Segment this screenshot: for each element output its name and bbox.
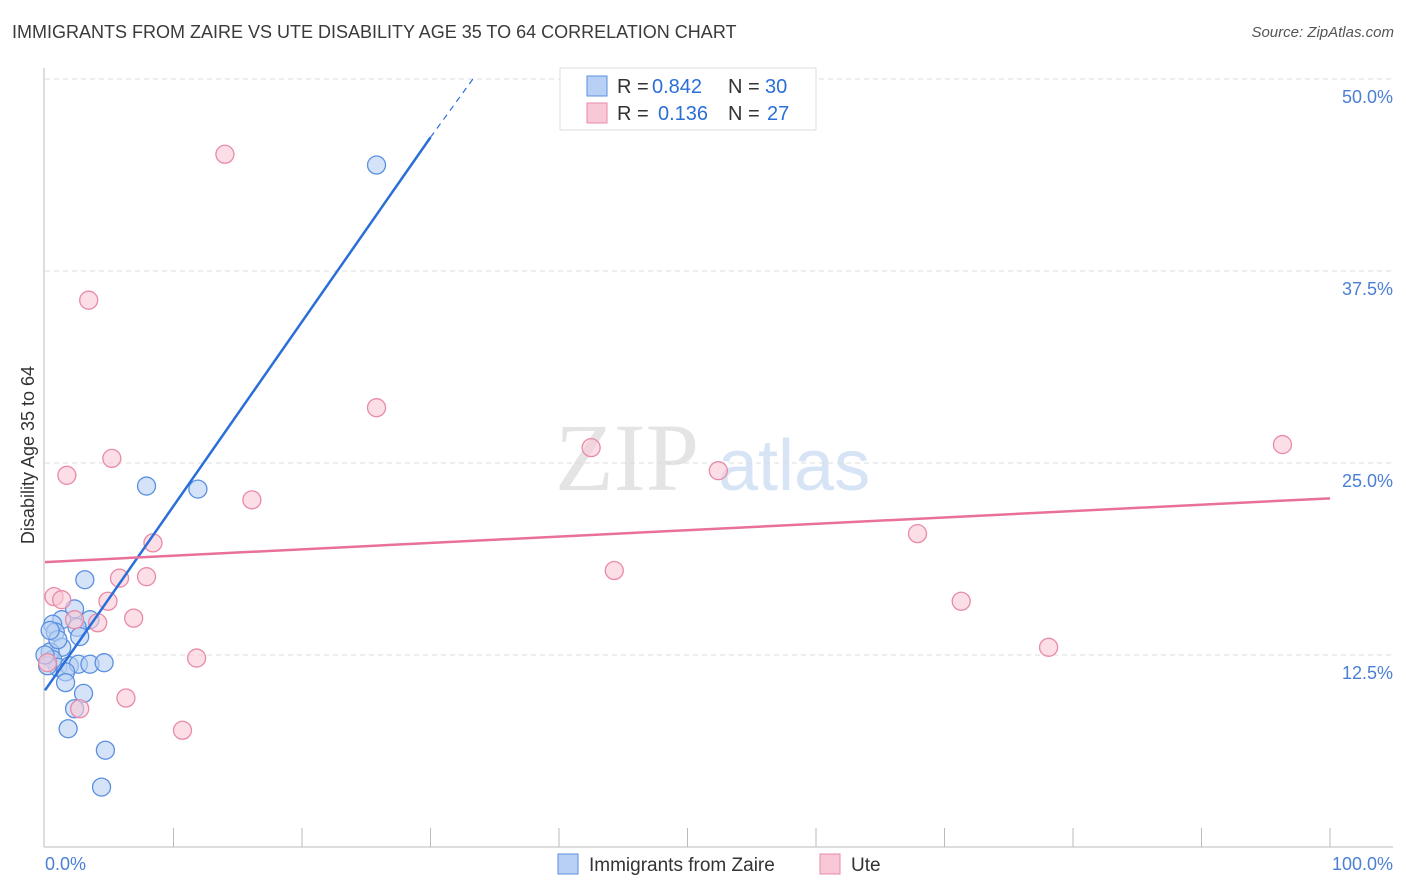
y-tick-label: 12.5% — [1342, 663, 1393, 683]
watermark-atlas: atlas — [718, 426, 870, 506]
n-value: 30 — [765, 76, 787, 98]
ute-point — [1038, 637, 1059, 657]
ute-point — [172, 720, 193, 740]
zaire-point — [136, 476, 157, 496]
r-value: 0.842 — [652, 76, 702, 98]
ute-point — [907, 524, 928, 544]
ute-point — [951, 591, 971, 611]
ute-trend-line — [44, 497, 1331, 564]
zaire-point — [58, 719, 78, 739]
ute-point — [1272, 434, 1293, 455]
ute-point — [124, 608, 144, 628]
bottom-legend-swatch — [819, 853, 841, 875]
ute-point — [136, 567, 157, 587]
x-tick-label: 0.0% — [45, 854, 86, 874]
zaire-trend-extension — [430, 78, 474, 138]
ute-point — [604, 560, 624, 581]
bottom-legend-label: Ute — [851, 855, 881, 876]
y-axis-label: Disability Age 35 to 64 — [18, 366, 38, 544]
y-tick-label: 37.5% — [1342, 279, 1393, 299]
zaire-trend-line — [43, 136, 432, 692]
zaire-point — [94, 653, 114, 673]
ute-point — [64, 610, 85, 630]
source-label: Source: ZipAtlas.com — [1251, 24, 1394, 41]
y-tick-label: 50.0% — [1342, 87, 1393, 107]
ute-point — [242, 490, 262, 510]
bottom-legend-label: Immigrants from Zaire — [589, 855, 775, 876]
ute-point — [215, 144, 235, 164]
n-label: N = — [728, 76, 760, 98]
r-label: R = — [617, 103, 649, 125]
zaire-point — [95, 740, 116, 760]
watermark: ZIP — [555, 404, 699, 511]
bottom-legend-swatch — [557, 853, 579, 875]
ute-point — [102, 448, 122, 469]
ute-point — [581, 437, 601, 458]
zaire-point — [91, 777, 112, 797]
zaire-point — [75, 570, 95, 590]
ute-point — [186, 648, 207, 668]
ute-point — [79, 290, 99, 310]
ute-point — [366, 398, 387, 418]
n-label: N = — [728, 103, 760, 125]
ute-point — [116, 688, 136, 708]
n-value: 27 — [767, 103, 789, 125]
y-tick-label: 25.0% — [1342, 471, 1393, 491]
legend-swatch — [586, 102, 608, 124]
zaire-point — [55, 672, 76, 693]
ute-point — [57, 465, 77, 485]
ute-point — [708, 461, 728, 481]
ute-point — [37, 653, 58, 673]
zaire-point — [188, 479, 208, 499]
r-label: R = — [617, 76, 649, 98]
ute-point — [109, 568, 130, 588]
x-tick-label: 100.0% — [1332, 854, 1393, 874]
zaire-point — [40, 620, 60, 641]
zaire-point — [366, 155, 387, 175]
legend-swatch — [586, 75, 608, 97]
ute-point — [52, 590, 72, 610]
r-value: 0.136 — [658, 103, 708, 125]
chart-title: IMMIGRANTS FROM ZAIRE VS UTE DISABILITY … — [12, 22, 737, 42]
ute-point — [70, 699, 90, 719]
